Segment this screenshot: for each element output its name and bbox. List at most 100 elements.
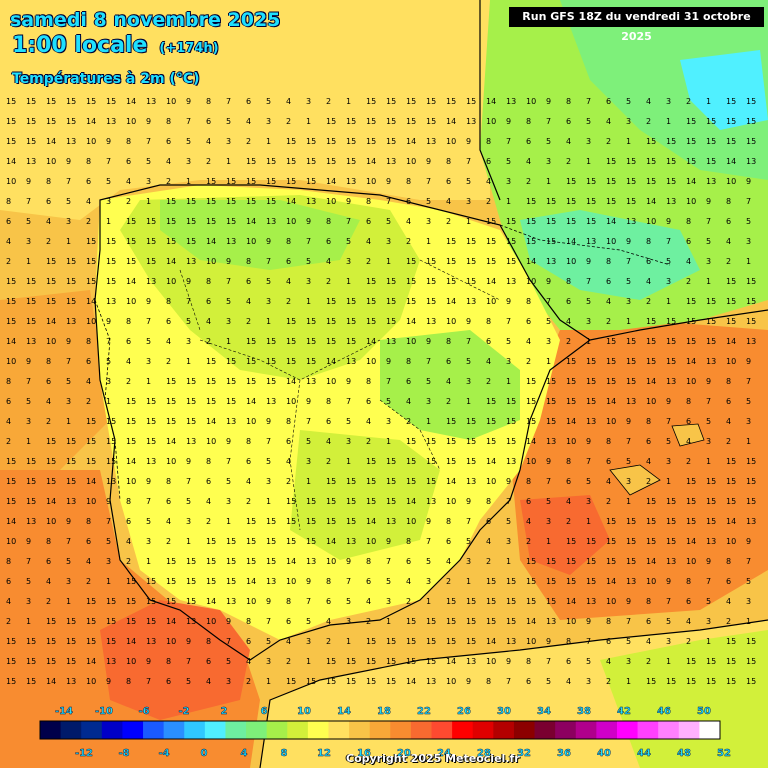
grid-value: 2 [246, 497, 251, 506]
grid-value: 15 [746, 657, 756, 666]
grid-value: 9 [626, 237, 631, 246]
grid-value: 14 [166, 617, 176, 626]
grid-value: 3 [26, 417, 31, 426]
grid-value: 15 [626, 177, 636, 186]
grid-value: 15 [346, 117, 356, 126]
grid-value: 13 [106, 297, 116, 306]
grid-value: 5 [586, 657, 591, 666]
grid-value: 1 [706, 277, 711, 286]
grid-value: 14 [446, 297, 456, 306]
grid-value: 15 [26, 677, 36, 686]
grid-value: 15 [746, 637, 756, 646]
grid-value: 14 [366, 337, 376, 346]
grid-value: 9 [386, 357, 391, 366]
grid-value: 13 [66, 137, 76, 146]
grid-value: 15 [746, 117, 756, 126]
grid-value: 1 [66, 597, 71, 606]
grid-value: 15 [426, 437, 436, 446]
grid-value: 8 [166, 297, 171, 306]
grid-value: 15 [646, 137, 656, 146]
grid-value: 15 [506, 237, 516, 246]
grid-value: 14 [686, 177, 696, 186]
grid-value: 15 [586, 377, 596, 386]
grid-value: 2 [286, 117, 291, 126]
grid-value: 6 [326, 417, 331, 426]
grid-value: 13 [666, 197, 676, 206]
grid-value: 15 [586, 577, 596, 586]
grid-value: 2 [86, 397, 91, 406]
grid-value: 15 [86, 597, 96, 606]
grid-value: 15 [346, 657, 356, 666]
grid-value: 9 [466, 677, 471, 686]
grid-value: 15 [266, 337, 276, 346]
grid-value: 15 [686, 477, 696, 486]
grid-value: 10 [286, 217, 296, 226]
grid-value: 5 [66, 197, 71, 206]
grid-value: 2 [286, 477, 291, 486]
grid-value: 1 [346, 457, 351, 466]
grid-value: 4 [366, 597, 371, 606]
grid-value: 3 [586, 137, 591, 146]
grid-value: 15 [646, 157, 656, 166]
grid-value: 15 [86, 257, 96, 266]
grid-value: 2 [326, 637, 331, 646]
grid-value: 1 [546, 537, 551, 546]
grid-value: 2 [406, 597, 411, 606]
grid-value: 15 [86, 97, 96, 106]
grid-value: 14 [726, 517, 736, 526]
grid-value: 7 [666, 237, 671, 246]
island-mallorca [609, 464, 661, 496]
grid-value: 2 [206, 157, 211, 166]
legend-swatch [555, 721, 577, 739]
grid-value: 3 [106, 557, 111, 566]
grid-value: 15 [526, 597, 536, 606]
grid-value: 15 [446, 417, 456, 426]
grid-value: 10 [606, 597, 616, 606]
grid-value: 10 [166, 277, 176, 286]
grid-value: 15 [66, 277, 76, 286]
grid-value: 8 [126, 497, 131, 506]
grid-value: 15 [66, 437, 76, 446]
grid-value: 13 [466, 297, 476, 306]
grid-value: 3 [466, 557, 471, 566]
grid-value: 15 [166, 557, 176, 566]
grid-value: 15 [506, 597, 516, 606]
grid-value: 9 [586, 617, 591, 626]
legend-label-bottom: 12 [317, 748, 331, 759]
legend-label-top: 30 [497, 706, 511, 717]
grid-value: 13 [506, 457, 516, 466]
grid-value: 15 [506, 217, 516, 226]
grid-value: 15 [106, 97, 116, 106]
grid-value: 1 [666, 657, 671, 666]
grid-value: 2 [366, 257, 371, 266]
legend-swatch [328, 721, 350, 739]
grid-value: 10 [566, 437, 576, 446]
grid-value: 5 [706, 237, 711, 246]
grid-value: 15 [346, 337, 356, 346]
grid-value: 10 [246, 417, 256, 426]
grid-value: 15 [506, 397, 516, 406]
grid-value: 15 [366, 657, 376, 666]
grid-value: 15 [206, 557, 216, 566]
grid-value: 2 [126, 197, 131, 206]
grid-value: 3 [266, 477, 271, 486]
grid-value: 4 [606, 297, 611, 306]
grid-value: 15 [526, 417, 536, 426]
border-france-spain [499, 224, 671, 266]
grid-value: 10 [86, 137, 96, 146]
grid-value: 15 [726, 497, 736, 506]
grid-value: 15 [686, 517, 696, 526]
grid-value: 14 [46, 677, 56, 686]
grid-value: 1 [266, 677, 271, 686]
grid-value: 8 [86, 337, 91, 346]
grid-value: 7 [466, 157, 471, 166]
grid-value: 2 [366, 437, 371, 446]
grid-value: 3 [386, 237, 391, 246]
grid-value: 7 [66, 537, 71, 546]
grid-value: 3 [146, 357, 151, 366]
grid-value: 15 [286, 157, 296, 166]
legend-label-top: 18 [377, 706, 391, 717]
grid-value: 4 [86, 557, 91, 566]
grid-value: 15 [246, 337, 256, 346]
grid-value: 1 [586, 157, 591, 166]
